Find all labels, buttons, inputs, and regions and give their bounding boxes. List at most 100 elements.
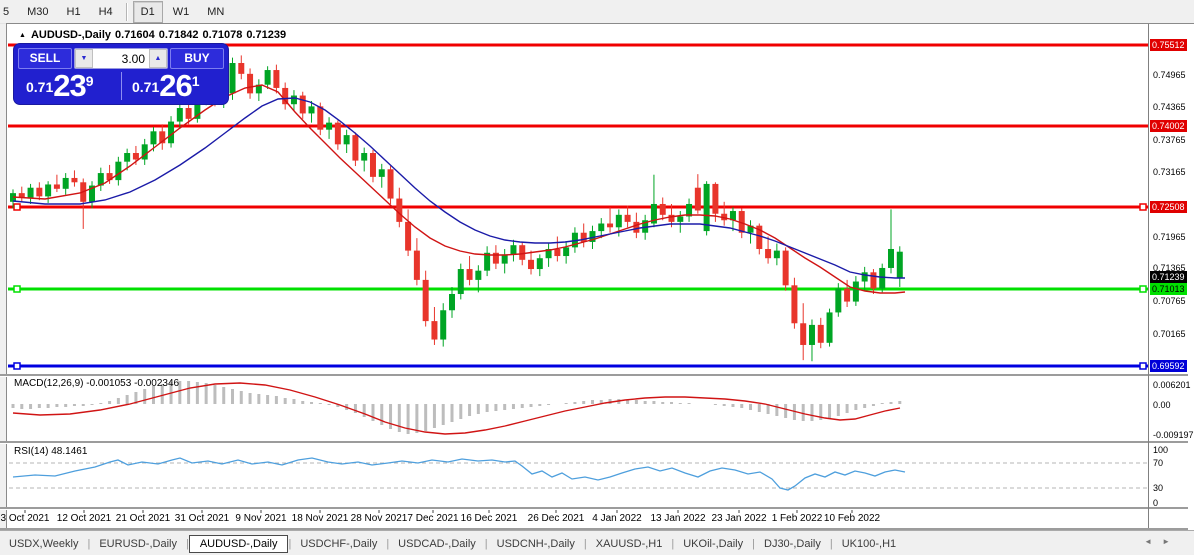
rsi-axis-30: 30: [1153, 483, 1164, 493]
timeframe-button-d1[interactable]: D1: [132, 0, 163, 23]
timeframe-button-w1[interactable]: W1: [172, 5, 190, 18]
timeframe-button-mn[interactable]: MN: [207, 5, 225, 18]
candle-body-bull: [642, 220, 649, 233]
ohlc-open: 0.71604: [115, 29, 155, 41]
timeframe-button-5[interactable]: 5: [3, 5, 10, 18]
date-label-16-dec-2021: 16 Dec 2021: [460, 513, 518, 524]
hline-handle[interactable]: [13, 203, 21, 211]
candle-body-bear: [668, 214, 675, 222]
candle-body-bear: [782, 250, 789, 286]
price-axis-border: [1148, 24, 1149, 528]
date-label-10-feb-2022: 10 Feb 2022: [823, 513, 881, 524]
timeframe-button-m30[interactable]: M30: [27, 5, 49, 18]
date-label-7-dec-2021: 7 Dec 2021: [407, 513, 459, 524]
tab-scroll-left-icon[interactable]: ◄: [1144, 537, 1163, 546]
separator-rsi-dateaxis: [0, 507, 1188, 510]
tab-scroll-arrows: ◄►: [1144, 537, 1180, 546]
candle-body-bull: [703, 183, 710, 232]
candle-body-bear: [18, 193, 25, 198]
macd-value-signal: -0.002346: [134, 378, 180, 389]
tab-separator: |: [288, 537, 292, 550]
volume-spinner: ▼ ▲: [74, 48, 168, 69]
candle-body-bear: [694, 187, 701, 211]
sell-price[interactable]: 0.71 23 9: [26, 68, 94, 102]
sell-button[interactable]: SELL: [18, 48, 72, 69]
chart-symbol-title: AUDUSD-,Daily: [30, 29, 112, 41]
candle-body-bear: [580, 232, 587, 242]
buy-price-big: 26: [159, 68, 192, 103]
separator-main-macd[interactable]: [0, 374, 1188, 377]
candle-body-bear: [765, 248, 772, 259]
macd-value-main: -0.001053: [86, 378, 132, 389]
separator-macd-rsi[interactable]: [0, 441, 1188, 444]
timeframe-button-h4[interactable]: H4: [98, 5, 113, 18]
ohlc-low: 0.71078: [202, 29, 243, 41]
candle-body-bull: [194, 97, 201, 119]
candle-body-bull: [747, 225, 754, 233]
candle-body-bear: [387, 169, 394, 199]
date-label-31-oct-2021: 31 Oct 2021: [174, 513, 230, 524]
sell-price-sup: 9: [85, 73, 94, 89]
tab-ukoil-daily[interactable]: UKOil-,Daily: [683, 537, 744, 550]
tab-eurusd-daily[interactable]: EURUSD-,Daily: [99, 537, 177, 550]
candle-body-bear: [238, 63, 245, 74]
volume-input[interactable]: [93, 49, 149, 68]
tab-audusd-daily[interactable]: AUDUSD-,Daily: [188, 534, 289, 553]
tab-usdx-weekly[interactable]: USDX,Weekly: [9, 537, 79, 550]
tab-xauusd-h1[interactable]: XAUUSD-,H1: [595, 537, 663, 550]
collapse-triangle-icon[interactable]: ▲: [19, 32, 26, 39]
hline-handle[interactable]: [1139, 285, 1147, 293]
candle-body-bull: [115, 161, 122, 181]
tab-usdchf-daily[interactable]: USDCHF-,Daily: [300, 537, 378, 550]
candle-body-bear: [554, 248, 561, 257]
candle-body-bear: [185, 108, 192, 119]
tab-separator: |: [386, 537, 390, 550]
price-tick-0.73765: 0.73765: [1153, 135, 1186, 145]
candle-body-bull: [449, 293, 455, 311]
hline-handle[interactable]: [13, 285, 21, 293]
timeframe-button-h1[interactable]: H1: [66, 5, 81, 18]
hline-handle[interactable]: [1139, 362, 1147, 370]
price-tick-0.70165: 0.70165: [1153, 329, 1186, 339]
macd-signal-line: [12, 382, 901, 435]
tab-usdcnh-daily[interactable]: USDCNH-,Daily: [496, 537, 575, 550]
tab-scroll-right-icon[interactable]: ►: [1162, 537, 1180, 546]
price-tick-0.71965: 0.71965: [1153, 232, 1186, 242]
candle-body-bull: [510, 245, 517, 255]
candle-body-bull: [879, 267, 886, 289]
candle-body-bear: [756, 225, 763, 249]
hline-handle[interactable]: [13, 362, 21, 370]
candle-body-bear: [159, 131, 166, 144]
candle-body-bear: [132, 153, 139, 160]
candle-body-bull: [89, 185, 96, 202]
tab-dj30-daily[interactable]: DJ30-,Daily: [764, 537, 821, 550]
price-tick-0.71365: 0.71365: [1153, 263, 1186, 273]
tab-uk100-h1[interactable]: UK100-,H1: [841, 537, 897, 550]
volume-increase-button[interactable]: ▲: [149, 49, 167, 68]
candle-body-bull: [168, 121, 175, 144]
macd-axis-0.00: 0.00: [1153, 400, 1171, 410]
candle-body-bear: [247, 73, 254, 94]
candle-body-bull: [475, 270, 482, 280]
candle-body-bull: [852, 281, 859, 302]
candle-body-bear: [53, 184, 60, 189]
volume-decrease-button[interactable]: ▼: [75, 49, 93, 68]
macd-label: MACD(12,26,9) -0.001053 -0.002346: [14, 378, 179, 389]
buy-price[interactable]: 0.71 26 1: [132, 68, 200, 102]
rsi-label: RSI(14) 48.1461: [14, 446, 87, 457]
candle-body-bull: [378, 169, 385, 177]
candle-body-bull: [308, 106, 315, 114]
tab-separator: |: [671, 537, 675, 550]
price-badge-0.69592: 0.69592: [1150, 360, 1187, 372]
hline-handle[interactable]: [1139, 203, 1147, 211]
date-label-12-oct-2021: 12 Oct 2021: [56, 513, 112, 524]
buy-button[interactable]: BUY: [170, 48, 224, 69]
candle-body-bear: [36, 187, 43, 197]
sell-price-big: 23: [53, 68, 86, 103]
candle-body-bull: [835, 288, 842, 313]
candle-body-bull: [896, 251, 903, 278]
tab-usdcad-daily[interactable]: USDCAD-,Daily: [398, 537, 476, 550]
candle-body-bear: [738, 211, 745, 233]
candle-body-bull: [141, 144, 148, 160]
candle-body-bull: [536, 258, 543, 270]
